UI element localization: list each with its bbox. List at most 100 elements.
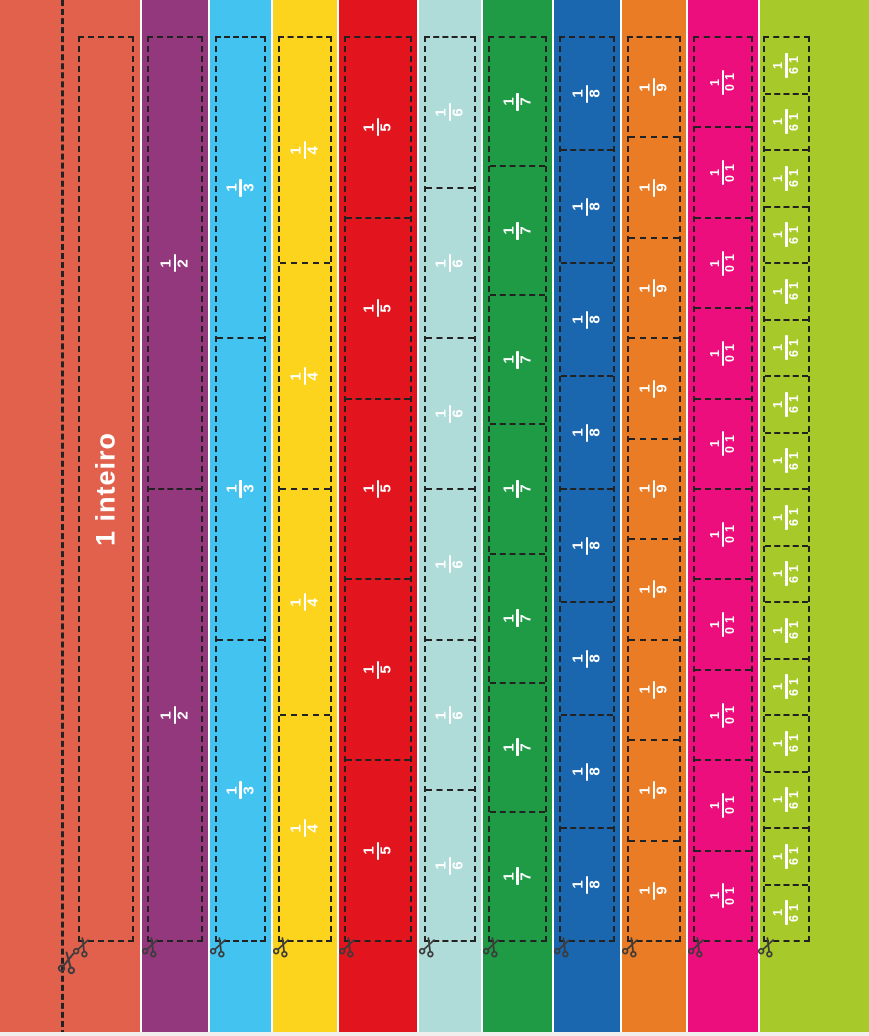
fraction-denominator-digit: 5 xyxy=(377,304,395,313)
scissors-icon xyxy=(56,950,80,979)
fraction-numerator: 1 xyxy=(433,560,451,569)
fraction-bar xyxy=(785,900,788,926)
fraction-bar xyxy=(448,254,452,272)
fraction-denominator: 7 xyxy=(517,224,534,237)
fraction-denominator: 2 xyxy=(175,257,192,270)
fraction-numerator: 1 xyxy=(433,258,451,268)
fraction-denominator-digit: 9 xyxy=(653,484,671,494)
fraction-numerator: 1 xyxy=(771,683,786,691)
fraction-numerator: 1 xyxy=(771,513,786,521)
fraction-numerator: 1 xyxy=(771,626,786,634)
cut-outline-1-inteiro: 1 inteiro xyxy=(72,36,134,958)
fraction-denominator-digit: 9 xyxy=(653,83,671,92)
fraction-denominator-digit: 8 xyxy=(586,428,604,437)
fraction-bar xyxy=(785,278,788,304)
fraction-bar xyxy=(303,593,307,611)
fraction-numerator: 1 xyxy=(637,886,655,895)
fraction-denominator-digit: 8 xyxy=(586,767,604,776)
fraction-denominator-digit: 6 xyxy=(786,801,801,809)
fraction-numerator: 1 xyxy=(771,174,786,182)
fraction-denominator: 4 xyxy=(305,370,322,383)
fraction-bar xyxy=(785,335,788,361)
fraction-bar xyxy=(785,448,788,474)
fraction-bar xyxy=(721,431,725,457)
fraction-numerator: 1 xyxy=(637,384,655,393)
fraction-denominator-digit: 1 xyxy=(723,525,738,533)
fraction-bar xyxy=(585,649,589,668)
fraction-denominator-digit: 0 xyxy=(723,174,738,182)
fraction-bar xyxy=(785,504,788,530)
fraction-bar xyxy=(448,404,452,423)
fraction-denominator: 9 xyxy=(653,382,671,395)
fraction-denominator: 5 xyxy=(378,663,395,676)
fraction-bar xyxy=(516,350,519,369)
fraction-denominator-digit: 1 xyxy=(786,734,801,742)
fraction-denominator-digit: 1 xyxy=(723,344,738,352)
fraction-numerator: 1 xyxy=(433,861,451,870)
fraction-denominator-digit: 1 xyxy=(786,225,801,233)
fraction-denominator-digit: 6 xyxy=(449,258,467,268)
fraction-bar xyxy=(652,178,656,197)
fraction-denominator-digit: 5 xyxy=(377,846,395,855)
fraction-denominator: 8 xyxy=(587,87,604,100)
fraction-denominator: 9 xyxy=(654,784,671,797)
fraction-denominator: 9 xyxy=(654,282,671,295)
fraction-denominator-digit: 5 xyxy=(377,123,395,132)
fraction-numerator: 1 xyxy=(771,909,786,917)
fraction-numerator: 1 xyxy=(637,786,655,795)
fraction-denominator-digit: 9 xyxy=(653,384,671,393)
fraction-denominator-digit: 6 xyxy=(786,519,801,527)
fraction-denominator-digit: 0 xyxy=(723,355,738,363)
fraction-denominator-digit: 1 xyxy=(786,903,801,911)
fraction-denominator: 5 xyxy=(377,302,395,315)
fraction-denominator: 3 xyxy=(240,181,257,194)
fraction-bar xyxy=(652,580,656,599)
fraction-bar xyxy=(173,706,177,724)
fraction-denominator-digit: 7 xyxy=(517,484,535,494)
